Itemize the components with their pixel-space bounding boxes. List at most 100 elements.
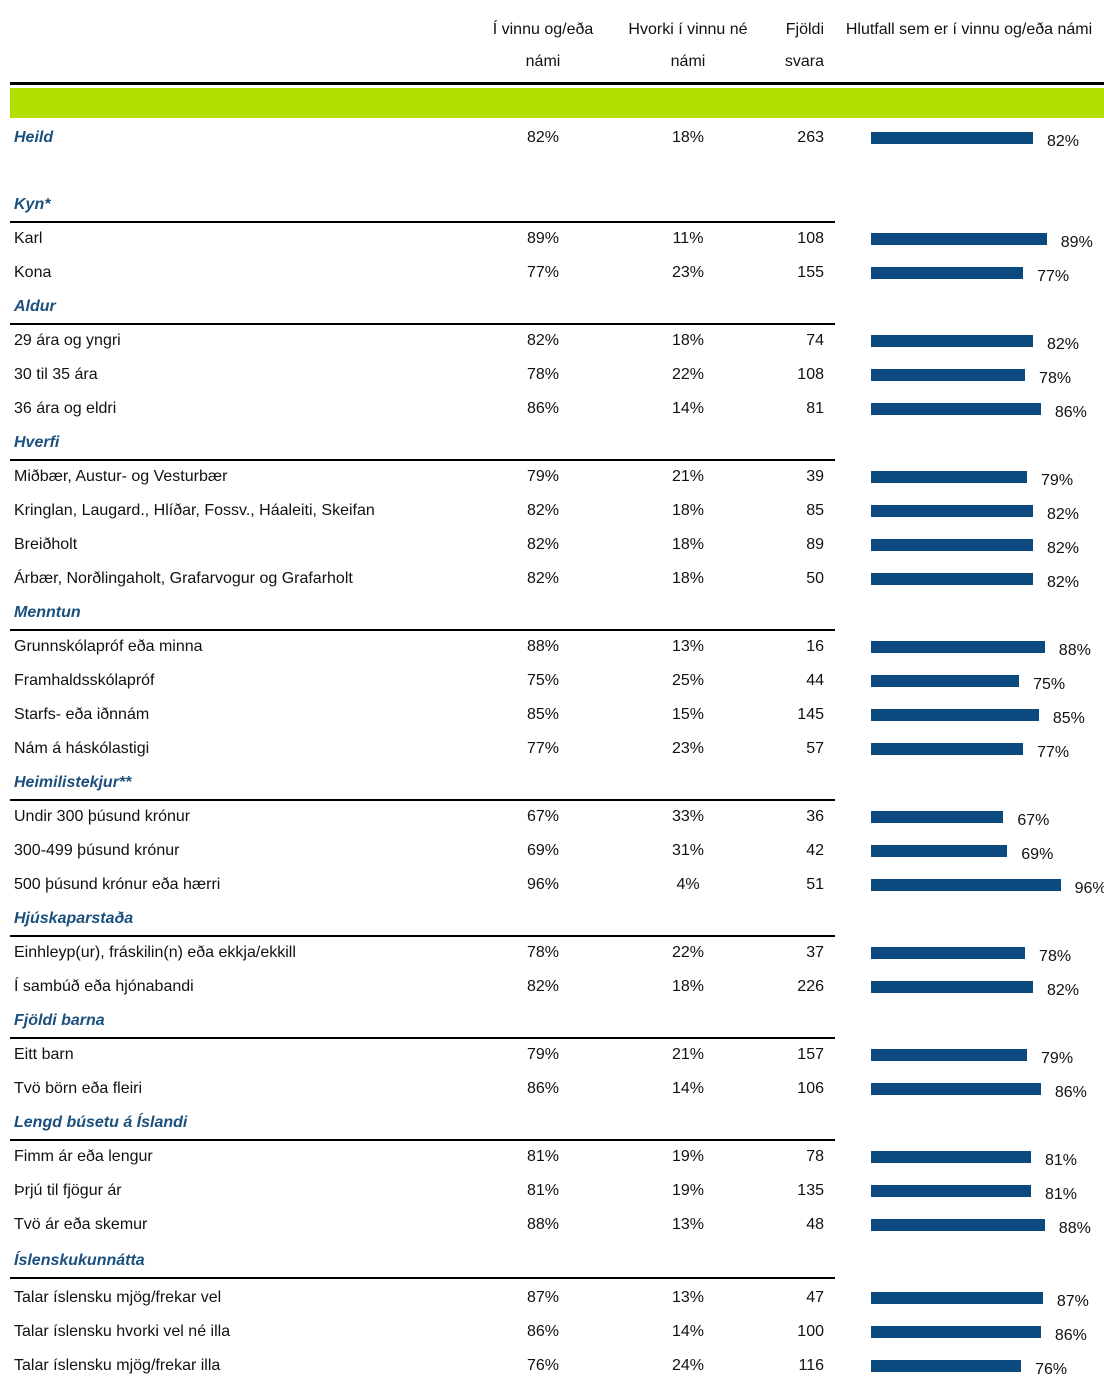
row-label: Einhleyp(ur), fráskilin(n) eða ekkja/ekk… xyxy=(14,944,296,961)
group-rule xyxy=(10,935,835,937)
cell: 57 xyxy=(806,740,824,757)
bar xyxy=(871,811,1004,823)
cell: 18% xyxy=(671,332,705,349)
cell: 86% xyxy=(526,1080,560,1097)
cell: 18% xyxy=(671,570,705,587)
cell: 37 xyxy=(806,944,824,961)
group-label: Aldur xyxy=(14,298,56,315)
cell: 67% xyxy=(526,808,560,825)
bar xyxy=(871,471,1028,483)
cell: 22% xyxy=(671,944,705,961)
bar xyxy=(871,267,1024,279)
cell: 88% xyxy=(526,638,560,655)
row-label: Tvö ár eða skemur xyxy=(14,1216,148,1233)
cell: 31% xyxy=(671,842,705,859)
bar-label: 82% xyxy=(1046,574,1079,591)
row-label: Karl xyxy=(14,230,43,247)
row-label: Starfs- eða iðnnám xyxy=(14,706,150,723)
cell: 21% xyxy=(671,468,705,485)
row-label: Kringlan, Laugard., Hlíðar, Fossv., Háal… xyxy=(14,502,375,519)
row-label: Þrjú til fjögur ár xyxy=(14,1182,122,1199)
group-rule xyxy=(10,459,835,461)
cell: 157 xyxy=(797,1046,824,1063)
cell: 263 xyxy=(797,129,824,146)
bar-label: 81% xyxy=(1044,1186,1077,1203)
bar xyxy=(871,1151,1031,1163)
bar xyxy=(871,505,1033,517)
cell: 18% xyxy=(671,502,705,519)
cell: 13% xyxy=(671,1289,705,1306)
group-label: Kyn* xyxy=(14,196,51,213)
cell: 13% xyxy=(671,1216,705,1233)
row-label: 36 ára og eldri xyxy=(14,400,117,417)
cell: 75% xyxy=(526,672,560,689)
cell: 145 xyxy=(797,706,824,723)
cell: 85% xyxy=(526,706,560,723)
bar xyxy=(871,1326,1041,1338)
cell: 82% xyxy=(526,570,560,587)
cell: 82% xyxy=(526,536,560,553)
bar-label: 82% xyxy=(1046,133,1079,150)
cell: 226 xyxy=(797,978,824,995)
bar-label: 85% xyxy=(1052,710,1085,727)
group-rule xyxy=(10,799,835,801)
row-label: Fimm ár eða lengur xyxy=(14,1148,153,1165)
group-label: Íslenskukunnátta xyxy=(14,1252,145,1269)
bar xyxy=(871,1185,1031,1197)
bar xyxy=(871,879,1061,891)
bar-label: 77% xyxy=(1037,268,1070,285)
row-label: Grunnskólapróf eða minna xyxy=(14,638,203,655)
cell: 106 xyxy=(797,1080,824,1097)
bar-label: 76% xyxy=(1035,1361,1068,1378)
cell: 82% xyxy=(526,978,560,995)
cell: 155 xyxy=(797,264,824,281)
bar-label: 78% xyxy=(1039,370,1072,387)
group-rule xyxy=(10,629,835,631)
cell: 16 xyxy=(806,638,824,655)
column-header: Hvorki í vinnu né námi xyxy=(628,21,748,70)
cell: 85 xyxy=(806,502,824,519)
cell: 89 xyxy=(806,536,824,553)
header-band xyxy=(10,88,1104,118)
row-label: Miðbær, Austur- og Vesturbær xyxy=(14,468,228,485)
cell: 25% xyxy=(671,672,705,689)
bar-label: 87% xyxy=(1056,1293,1089,1310)
cell: 100 xyxy=(797,1323,824,1340)
cell: 44 xyxy=(806,672,824,689)
bar xyxy=(871,132,1033,144)
cell: 22% xyxy=(671,366,705,383)
cell: 81% xyxy=(526,1182,560,1199)
bar-label: 88% xyxy=(1058,642,1091,659)
bar-label: 75% xyxy=(1033,676,1066,693)
cell: 14% xyxy=(671,1080,705,1097)
bar-label: 81% xyxy=(1044,1152,1077,1169)
column-header: Hlutfall sem er í vinnu og/eða námi xyxy=(845,21,1093,38)
row-label: Talar íslensku hvorki vel né illa xyxy=(14,1323,231,1340)
cell: 33% xyxy=(671,808,705,825)
cell: 82% xyxy=(526,332,560,349)
bar-label: 86% xyxy=(1054,404,1087,421)
group-label: Heimilistekjur** xyxy=(14,774,132,791)
row-label: Heild xyxy=(14,129,54,146)
cell: 19% xyxy=(671,1182,705,1199)
cell: 108 xyxy=(797,366,824,383)
cell: 78% xyxy=(526,366,560,383)
cell: 24% xyxy=(671,1357,705,1374)
bar xyxy=(871,369,1026,381)
row-label: Undir 300 þúsund krónur xyxy=(14,808,191,825)
group-label: Hjúskaparstaða xyxy=(14,910,134,927)
cell: 81% xyxy=(526,1148,560,1165)
cell: 13% xyxy=(671,638,705,655)
row-label: 500 þúsund krónur eða hærri xyxy=(14,876,221,893)
group-rule xyxy=(10,221,835,223)
cell: 88% xyxy=(526,1216,560,1233)
row-label: Eitt barn xyxy=(14,1046,74,1063)
cell: 14% xyxy=(671,1323,705,1340)
row-label: Framhaldsskólapróf xyxy=(14,672,155,689)
group-label: Menntun xyxy=(14,604,81,621)
row-label: Árbær, Norðlingaholt, Grafarvogur og Gra… xyxy=(14,570,353,587)
cell: 51 xyxy=(806,876,824,893)
group-label: Lengd búsetu á Íslandi xyxy=(14,1114,188,1131)
cell: 21% xyxy=(671,1046,705,1063)
bar xyxy=(871,539,1033,551)
